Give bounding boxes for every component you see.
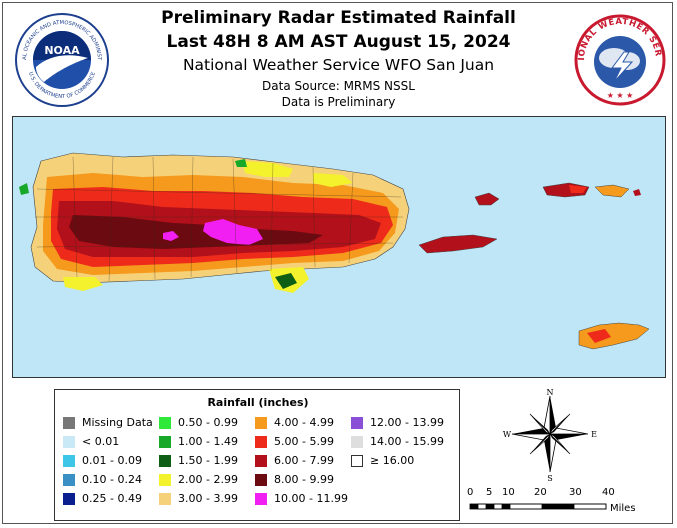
svg-text:★ ★ ★: ★ ★ ★: [607, 91, 634, 100]
legend-swatch: [63, 473, 75, 486]
north-arrow-compass: N S E W: [503, 388, 597, 482]
legend-swatch: [63, 435, 75, 448]
scale-bar: 0 5 10 20 30 40 Miles: [466, 487, 644, 521]
legend: Rainfall (inches) Missing Data < 0.01 0.…: [54, 389, 460, 521]
noaa-logo: NATIONAL OCEANIC AND ATMOSPHERIC ADMINIS…: [14, 12, 109, 107]
legend-item: 5.00 - 5.99: [255, 435, 334, 448]
municipal-boundaries: [35, 156, 403, 282]
rainfall-map[interactable]: [12, 116, 666, 378]
legend-item: 1.50 - 1.99: [159, 454, 238, 467]
preliminary-note: Data is Preliminary: [281, 95, 396, 109]
svg-text:NOAA: NOAA: [44, 44, 80, 57]
pr-peak-magenta: [203, 219, 263, 245]
legend-swatch: [159, 492, 171, 505]
legend-swatch: [159, 435, 171, 448]
legend-swatch: [63, 454, 75, 467]
legend-swatch: [63, 416, 75, 429]
legend-swatch: [159, 416, 171, 429]
pr-southwest-yellow: [63, 277, 103, 291]
pr-north-yellow-2: [313, 173, 353, 187]
pr-north-green: [235, 159, 247, 167]
figure-frame: [2, 2, 673, 524]
pr-west-green: [19, 183, 29, 195]
office-name: National Weather Service WFO San Juan: [182, 56, 495, 74]
legend-swatch: [63, 492, 75, 505]
legend-item: ≥ 16.00: [351, 454, 414, 467]
legend-swatch: [255, 416, 267, 429]
pr-peak-magenta-small: [163, 231, 179, 241]
legend-swatch: [255, 473, 267, 486]
legend-item: 2.00 - 2.99: [159, 473, 238, 486]
title-line-2: Last 48H 8 AM AST August 15, 2024: [166, 32, 511, 52]
st-croix-island: [578, 322, 650, 350]
scale-tick-label: 40: [602, 487, 615, 498]
legend-item-missing: Missing Data: [63, 416, 153, 429]
legend-item: 12.00 - 13.99: [351, 416, 444, 429]
legend-swatch: [255, 435, 267, 448]
legend-item: 8.00 - 9.99: [255, 473, 334, 486]
legend-title: Rainfall (inches): [207, 396, 309, 409]
nws-logo: NATIONAL WEATHER SERVICE ★ ★ ★: [574, 14, 666, 106]
scale-tick-label: 0: [467, 487, 474, 498]
legend-swatch: [351, 416, 363, 429]
legend-item: 1.00 - 1.49: [159, 435, 238, 448]
legend-swatch: [159, 473, 171, 486]
legend-swatch: [255, 492, 267, 505]
legend-swatch: [351, 454, 363, 467]
culebra-island: [474, 192, 500, 206]
svg-text:E: E: [591, 430, 597, 439]
legend-item: 0.01 - 0.09: [63, 454, 142, 467]
svg-text:S: S: [547, 474, 552, 482]
legend-item: 3.00 - 3.99: [159, 492, 238, 505]
legend-item: 4.00 - 4.99: [255, 416, 334, 429]
st-croix-red: [587, 329, 611, 343]
scale-tick-label: 20: [534, 487, 547, 498]
scale-unit: Miles: [610, 503, 636, 514]
pr-north-yellow: [243, 161, 293, 177]
data-source: Data Source: MRMS NSSL: [262, 79, 415, 93]
legend-item: 0.25 - 0.49: [63, 492, 142, 505]
legend-item: 14.00 - 15.99: [351, 435, 444, 448]
legend-item: 6.00 - 7.99: [255, 454, 334, 467]
st-thomas-red: [569, 185, 587, 193]
scale-tick-label: 10: [502, 487, 515, 498]
scale-tick-label: 5: [486, 487, 493, 498]
pr-south-green: [275, 273, 297, 289]
vieques-island: [418, 234, 498, 254]
legend-item: 0.10 - 0.24: [63, 473, 142, 486]
svg-text:N: N: [547, 388, 554, 397]
legend-swatch: [351, 435, 363, 448]
svg-text:W: W: [503, 430, 512, 439]
legend-item: < 0.01: [63, 435, 119, 448]
scale-tick-label: 30: [569, 487, 582, 498]
title-line-1: Preliminary Radar Estimated Rainfall: [161, 8, 516, 28]
legend-item: 10.00 - 11.99: [255, 492, 348, 505]
legend-item: 0.50 - 0.99: [159, 416, 238, 429]
legend-swatch: [159, 454, 171, 467]
st-john-island: [594, 184, 630, 198]
small-cay: [633, 189, 641, 196]
legend-swatch: [255, 454, 267, 467]
